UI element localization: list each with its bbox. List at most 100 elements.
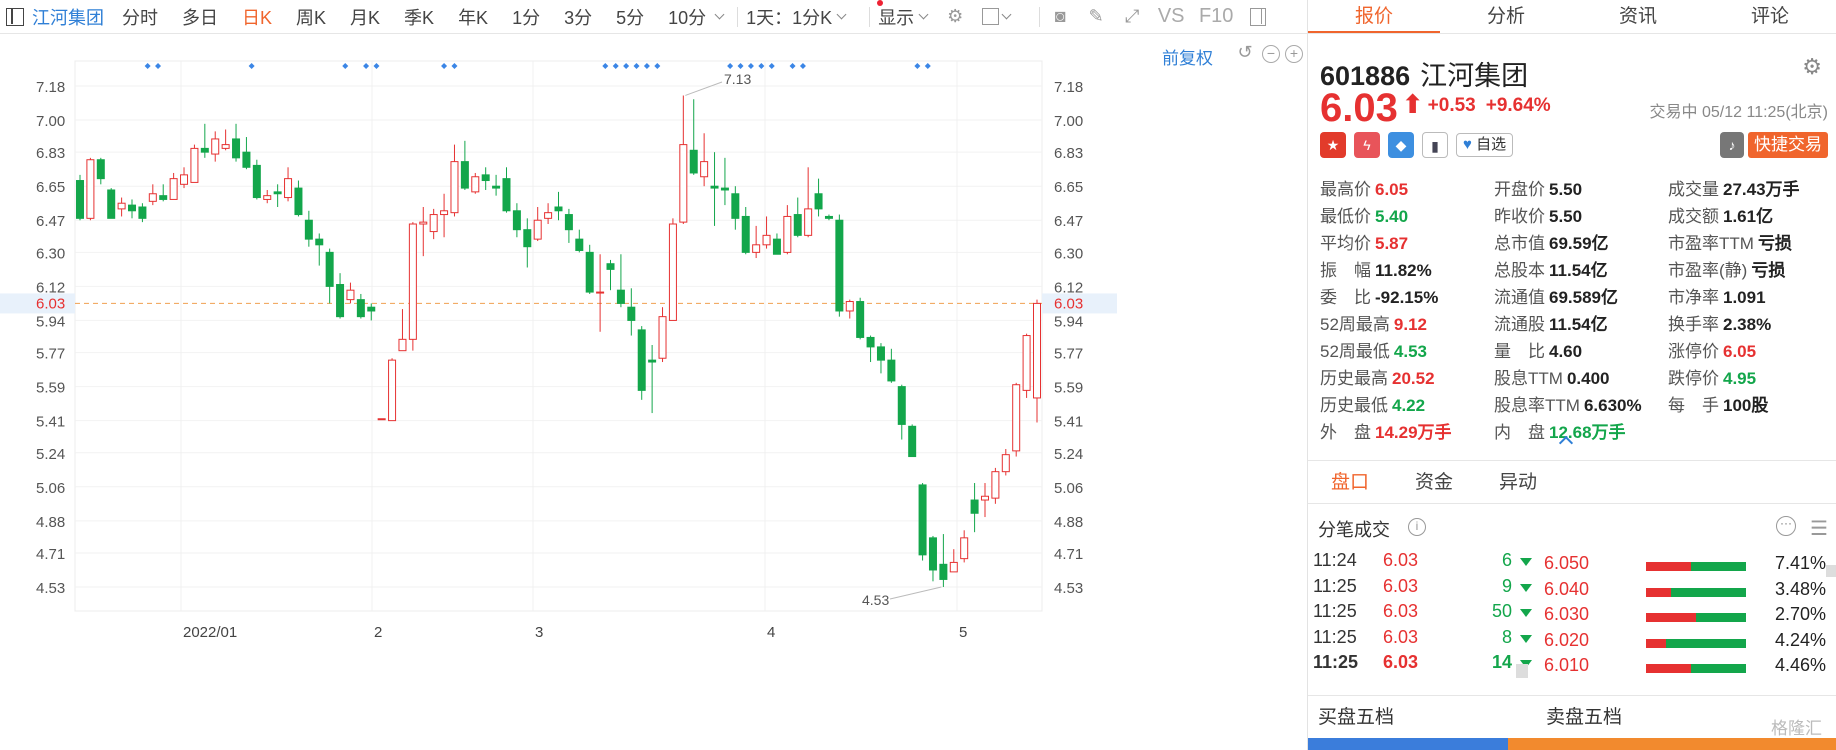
tab-fund-flow[interactable]: 资金 (1414, 472, 1453, 493)
adjust-mode-button[interactable]: 前复权 (1162, 49, 1213, 68)
tick-volume: 9 (1501, 575, 1512, 596)
depth-row: 6.040 3.48% (1538, 579, 1828, 609)
pen-icon[interactable]: ✎ (1088, 6, 1104, 26)
candle-body (908, 425, 917, 458)
tab-yearly-k[interactable]: 年K (458, 7, 489, 28)
candle-body (980, 495, 989, 501)
undo-icon[interactable]: ↺ (1237, 42, 1253, 62)
stock-name-link[interactable]: 江河集团 (32, 7, 104, 28)
tab-1min[interactable]: 1分 (512, 7, 541, 28)
vs-compare-button[interactable]: VS (1157, 5, 1185, 27)
list-icon[interactable]: ☰ (1810, 518, 1828, 540)
candle-body (86, 159, 95, 219)
stat-value: 27.43万手 (1723, 180, 1800, 199)
stat-label: 市盈率TTM (1668, 234, 1754, 253)
f10-button[interactable]: F10 (1198, 5, 1234, 27)
stat-item: 52周最高 9.12 (1320, 311, 1494, 338)
sidebar-toggle-icon[interactable] (6, 7, 24, 26)
display-label: 显示 (878, 7, 915, 28)
candlestick-chart[interactable]: 7.18 7.18 7.00 7.00 6.83 6.83 6.65 6.65 6.47 6.47… (0, 35, 1307, 750)
tag-icon[interactable]: ◆ (1388, 132, 1414, 158)
candle-body (845, 301, 854, 312)
stat-item: 涨停价 6.05 (1668, 338, 1830, 365)
stat-value: 5.87 (1375, 234, 1409, 253)
tab-10min[interactable]: 10分 (668, 7, 707, 28)
y-tick-label: 4.71 (36, 546, 65, 563)
tab-monthly-k[interactable]: 月K (350, 7, 381, 28)
period-select[interactable]: 1天：1分K (746, 4, 851, 30)
settings-icon[interactable]: ⚙ (947, 6, 964, 26)
chevron-down-icon[interactable] (714, 9, 725, 20)
candle-body (533, 219, 542, 240)
bell-icon[interactable]: ♪ (1720, 132, 1744, 158)
current-price-tag: 6.03 (36, 295, 65, 312)
chart-toolbar: 江河集团 分时 多日 日K 周K 月K 季K 年K 1分 3分 5分 10分 1… (0, 0, 1307, 34)
fullscreen-icon[interactable]: ⤢ (1124, 6, 1140, 26)
candle-body (824, 215, 833, 219)
tab-weekly-k[interactable]: 周K (296, 7, 327, 28)
tab-5min[interactable]: 5分 (616, 7, 645, 28)
tab-news[interactable]: 资讯 (1618, 6, 1657, 27)
tab-intraday[interactable]: 分时 (122, 7, 158, 28)
y-tick-label: 4.71 (1054, 546, 1083, 563)
stat-value: 69.59亿 (1549, 234, 1609, 253)
price-change: +0.53 (1427, 95, 1476, 116)
stat-label: 跌停价 (1668, 369, 1719, 388)
stat-label: 总股本 (1494, 261, 1545, 280)
lightning-icon[interactable]: ϟ (1354, 132, 1380, 158)
tab-analysis[interactable]: 分析 (1486, 6, 1525, 27)
event-marker (363, 63, 370, 69)
candle-body (731, 193, 740, 219)
add-watchlist-button[interactable]: ♥ 自选 (1456, 133, 1514, 157)
high-leader (685, 81, 723, 96)
tab-movements[interactable]: 异动 (1498, 472, 1537, 493)
scrollbar-thumb[interactable] (1826, 565, 1836, 577)
price-change-pct: +9.64% (1485, 95, 1551, 116)
depth-price: 6.030 (1544, 604, 1590, 624)
stock-code: 601886 (1320, 61, 1411, 91)
event-marker (654, 63, 661, 69)
event-marker (799, 63, 806, 69)
event-marker (441, 63, 448, 69)
candle-body (596, 291, 605, 294)
panel-toggle-icon[interactable] (1246, 5, 1270, 29)
sell-arrow-icon (1520, 609, 1532, 617)
camera-icon[interactable]: ◙ (1054, 6, 1066, 26)
stat-label: 股息率TTM (1494, 396, 1580, 415)
gear-icon[interactable]: ⚙ (1802, 54, 1822, 79)
bookmark-icon[interactable]: ▮ (1422, 132, 1448, 158)
tab-daily-k[interactable]: 日K (242, 7, 273, 28)
stat-value: 11.54亿 (1549, 261, 1608, 280)
info-icon[interactable]: i (1408, 518, 1426, 536)
stat-value: 14.29万手 (1375, 423, 1452, 442)
y-tick-label: 5.59 (1054, 380, 1083, 397)
y-tick-label: 6.30 (36, 245, 65, 262)
candle-body (866, 336, 875, 348)
tab-3min[interactable]: 3分 (564, 7, 593, 28)
scrollbar-thumb[interactable] (1516, 664, 1528, 678)
tab-quote[interactable]: 报价 (1308, 0, 1440, 33)
stat-item: 股息率TTM 6.630% (1494, 392, 1668, 419)
stat-label: 最低价 (1320, 207, 1371, 226)
zoom-out-icon[interactable]: − (1262, 45, 1280, 63)
stat-item: 开盘价 5.50 (1494, 176, 1668, 203)
stat-label: 52周最低 (1320, 342, 1390, 361)
fast-trade-button[interactable]: 快捷交易 (1748, 132, 1828, 158)
candle-body (835, 219, 844, 312)
candle-body (159, 195, 168, 200)
display-select[interactable]: 显示 (878, 4, 933, 30)
tab-comments[interactable]: 评论 (1750, 6, 1789, 27)
tab-order-book[interactable]: 盘口 (1330, 472, 1369, 493)
drawing-box-icon[interactable] (979, 5, 1019, 29)
stat-label: 历史最高 (1320, 369, 1388, 388)
candle-body (960, 537, 969, 560)
stat-item: 平均价 5.87 (1320, 230, 1494, 257)
kline-chart[interactable]: 7.18 7.18 7.00 7.00 6.83 6.83 6.65 6.65 6.47 6.47… (0, 35, 1307, 750)
candle-body (804, 208, 813, 236)
tab-quarterly-k[interactable]: 季K (404, 7, 435, 28)
plot-frame (74, 60, 1043, 612)
more-icon[interactable]: ··· (1776, 516, 1796, 536)
tab-multi-day[interactable]: 多日 (182, 7, 218, 28)
zoom-in-icon[interactable]: + (1285, 45, 1303, 63)
event-marker (155, 63, 162, 69)
